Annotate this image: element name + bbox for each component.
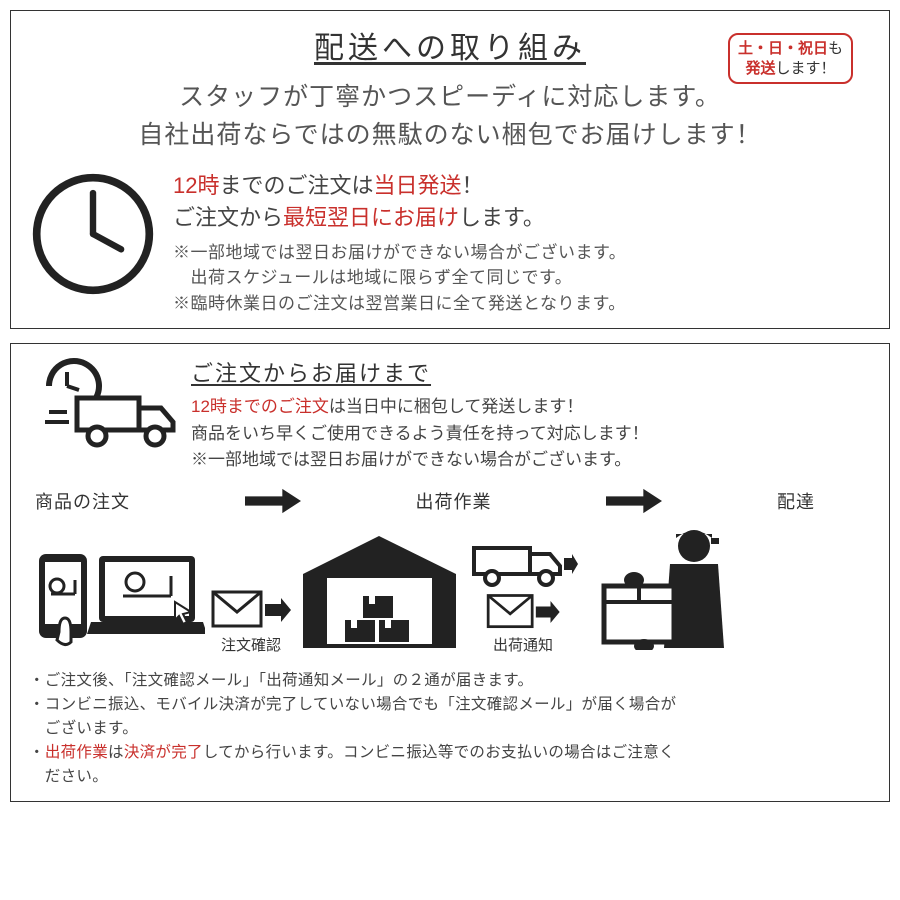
badge-line2-red: 発送 bbox=[745, 60, 775, 77]
footer-notes: ・ご注文後、「注文確認メール」「出荷通知メール」の２通が届きます。 ・コンビニ振… bbox=[29, 669, 871, 789]
line1-b: までのご注文は bbox=[219, 173, 373, 198]
mail2-label: 出荷通知 bbox=[493, 634, 553, 655]
p2-l3: ※一部地域では翌日お届けができない場合がございます。 bbox=[191, 447, 871, 473]
note-1: ・ご注文後、「注文確認メール」「出荷通知メール」の２通が届きます。 bbox=[29, 669, 871, 693]
step3-label: 配達 bbox=[777, 488, 815, 514]
line1-c: 当日発送 bbox=[374, 173, 462, 198]
note-3: ・出荷作業は決済が完了してから行います。コンビニ振込等でのお支払いの場合はご注意… bbox=[29, 741, 871, 765]
step1-label: 商品の注文 bbox=[35, 488, 130, 514]
order-confirm-mail: 注文確認 bbox=[211, 586, 291, 655]
clock-icon bbox=[29, 170, 159, 303]
n3e: してから行います。コンビニ振込等でのお支払いの場合はご注意く bbox=[203, 744, 675, 761]
note-2b: ございます。 bbox=[29, 717, 871, 741]
p2-l1b: は当日中に梱包して発送します！ bbox=[329, 397, 584, 416]
warehouse-icon bbox=[297, 530, 462, 655]
note3: ※臨時休業日のご注文は翌営業日に全て発送となります。 bbox=[173, 291, 871, 317]
badge-line1-red: 土・日・祝日 bbox=[738, 40, 828, 57]
n3d: 決済が完了 bbox=[124, 744, 203, 761]
shipping-policy-panel: 配送への取り組み 土・日・祝日も 発送します！ スタッフが丁寧かつスピーディに対… bbox=[10, 10, 890, 329]
subtitle-line2: 自社出荷ならではの無駄のない梱包でお届けします！ bbox=[29, 117, 871, 155]
arrow-icon bbox=[245, 488, 301, 514]
line2-a: ご注文から bbox=[173, 205, 283, 230]
n3c: は bbox=[108, 744, 124, 761]
panel-2-header: ご注文からお届けまで 12時までのご注文は当日中に梱包して発送します！ 商品をい… bbox=[29, 356, 871, 473]
note-3f: ださい。 bbox=[29, 765, 871, 789]
note1: ※一部地域では翌日お届けができない場合がございます。 bbox=[173, 240, 871, 266]
arrow-icon bbox=[606, 488, 662, 514]
panel-1-header: 配送への取り組み 土・日・祝日も 発送します！ bbox=[29, 23, 871, 67]
badge-line1-tail: も bbox=[828, 40, 843, 57]
holiday-shipping-badge: 土・日・祝日も 発送します！ bbox=[728, 33, 853, 84]
small-truck-icon bbox=[468, 540, 578, 590]
flow-labels-row: 商品の注文 出荷作業 配達 bbox=[29, 488, 871, 514]
line2-b: 最短翌日にお届け bbox=[283, 205, 459, 230]
ship-mail-icon bbox=[483, 590, 563, 634]
step2-label: 出荷作業 bbox=[416, 488, 492, 514]
n3b: 出荷作業 bbox=[45, 744, 108, 761]
badge-line2-tail: します！ bbox=[775, 60, 835, 77]
mail1-label: 注文確認 bbox=[221, 634, 281, 655]
line1-a: 12時 bbox=[173, 173, 219, 198]
p2-l2: 商品をいち早くご使用できるよう責任を持って対応します！ bbox=[191, 421, 871, 447]
panel-2-title: ご注文からお届けまで bbox=[191, 356, 871, 388]
same-day-text: 12時までのご注文は当日発送！ ご注文から最短翌日にお届けします。 ※一部地域で… bbox=[173, 170, 871, 316]
order-devices-icon bbox=[35, 540, 205, 655]
order-flow-panel: ご注文からお届けまで 12時までのご注文は当日中に梱包して発送します！ 商品をい… bbox=[10, 343, 890, 802]
same-day-ship-row: 12時までのご注文は当日発送！ ご注文から最短翌日にお届けします。 ※一部地域で… bbox=[29, 170, 871, 316]
subtitle: スタッフが丁寧かつスピーディに対応します。 自社出荷ならではの無駄のない梱包でお… bbox=[29, 79, 871, 154]
line1-d: ！ bbox=[462, 173, 484, 198]
truck-clock-icon bbox=[29, 356, 179, 461]
note2: 出荷スケジュールは地域に限らず全て同じです。 bbox=[173, 265, 871, 291]
note-2: ・コンビニ振込、モバイル決済が完了していない場合でも「注文確認メール」が届く場合… bbox=[29, 693, 871, 717]
ship-notify-col: 出荷通知 bbox=[468, 540, 578, 655]
subtitle-line1: スタッフが丁寧かつスピーディに対応します。 bbox=[29, 79, 871, 117]
n3a: ・ bbox=[29, 744, 45, 761]
delivery-person-icon bbox=[584, 520, 744, 655]
flow-icons-row: 注文確認 bbox=[29, 520, 871, 655]
line2-c: します。 bbox=[459, 205, 545, 230]
panel-2-text: 12時までのご注文は当日中に梱包して発送します！ 商品をいち早くご使用できるよう… bbox=[191, 394, 871, 473]
main-title: 配送への取り組み bbox=[314, 23, 586, 67]
p2-l1a: 12時までのご注文 bbox=[191, 397, 329, 416]
